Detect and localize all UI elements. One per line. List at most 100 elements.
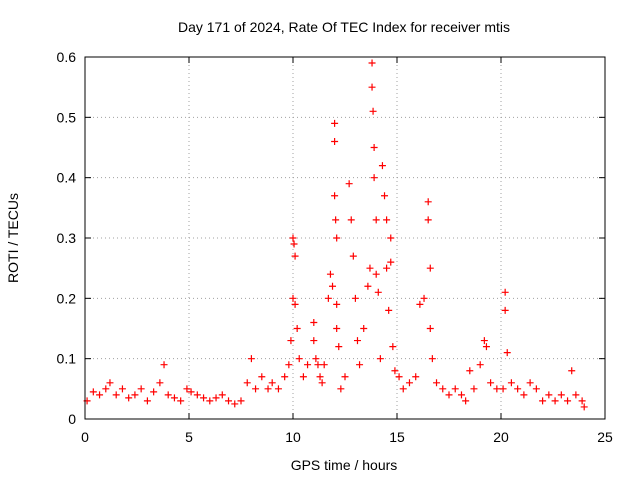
data-point — [572, 391, 580, 399]
data-point — [545, 391, 553, 399]
data-point — [466, 367, 474, 375]
data-point — [291, 300, 299, 308]
data-point — [426, 264, 434, 272]
data-point — [304, 361, 312, 369]
data-point — [426, 325, 434, 332]
data-point — [551, 397, 559, 405]
data-point — [349, 252, 357, 260]
data-point — [287, 337, 295, 345]
data-point — [331, 137, 339, 145]
data-point — [399, 385, 407, 393]
data-point — [482, 343, 490, 351]
data-point — [164, 391, 172, 399]
data-point — [335, 343, 343, 351]
data-point — [568, 367, 576, 375]
data-point — [177, 397, 185, 405]
data-point — [557, 391, 565, 399]
data-point — [299, 373, 307, 381]
data-point — [391, 367, 399, 375]
data-point — [341, 373, 349, 381]
data-point — [264, 385, 272, 393]
data-point — [333, 300, 341, 308]
data-point — [387, 258, 395, 266]
data-point — [324, 294, 332, 302]
data-point — [526, 379, 534, 387]
data-point — [520, 391, 528, 399]
data-point — [289, 234, 297, 242]
data-point — [160, 361, 168, 369]
data-point — [514, 385, 522, 393]
data-point — [564, 397, 572, 405]
data-point — [507, 379, 515, 387]
data-point — [420, 294, 428, 302]
data-point — [439, 385, 447, 393]
data-point — [289, 294, 297, 302]
data-point — [320, 361, 328, 369]
data-point — [372, 270, 380, 278]
data-point — [310, 337, 318, 345]
data-point — [480, 337, 488, 345]
data-point — [370, 144, 378, 151]
data-point — [131, 391, 139, 399]
data-point — [331, 192, 339, 200]
data-point — [381, 192, 389, 200]
data-point — [578, 397, 586, 405]
data-point — [310, 318, 318, 326]
data-point — [433, 379, 441, 387]
y-tick-label: 0.1 — [57, 351, 77, 367]
data-point — [150, 388, 158, 396]
data-point — [366, 264, 374, 272]
data-point — [258, 373, 266, 381]
y-axis-label: ROTI / TECUs — [5, 193, 21, 283]
data-point — [580, 403, 588, 411]
data-point — [102, 385, 110, 393]
data-point — [457, 391, 465, 399]
data-point — [96, 391, 104, 399]
y-tick-label: 0.2 — [57, 290, 77, 306]
data-point — [337, 385, 345, 393]
data-point — [329, 282, 337, 290]
data-point — [193, 391, 201, 399]
data-point — [206, 397, 214, 405]
data-point — [412, 373, 420, 381]
data-point — [187, 388, 195, 396]
data-point — [314, 361, 322, 369]
data-point — [247, 355, 255, 363]
data-point — [416, 300, 424, 308]
data-point — [331, 119, 339, 127]
data-point — [383, 216, 391, 224]
data-point — [274, 385, 282, 393]
data-point — [218, 391, 226, 399]
data-point — [156, 379, 164, 387]
x-tick-label: 25 — [597, 429, 613, 445]
data-point — [476, 361, 484, 369]
y-tick-label: 0 — [68, 411, 76, 427]
data-point — [374, 288, 382, 296]
data-point — [369, 107, 377, 115]
data-point — [462, 397, 470, 405]
data-point — [378, 162, 386, 170]
data-point — [143, 397, 151, 405]
data-point — [268, 379, 276, 387]
data-point — [539, 397, 547, 405]
data-point — [237, 397, 245, 405]
data-point — [125, 394, 133, 402]
chart-title: Day 171 of 2024, Rate Of TEC Index for r… — [178, 19, 510, 35]
data-point — [451, 385, 459, 393]
data-point — [316, 373, 324, 381]
data-point — [501, 306, 509, 314]
data-point — [106, 379, 114, 387]
data-point — [318, 379, 326, 387]
data-point — [112, 391, 120, 399]
data-point — [395, 373, 403, 381]
data-point — [353, 337, 361, 345]
data-point — [326, 270, 334, 278]
data-point — [368, 83, 376, 91]
x-axis-label: GPS time / hours — [291, 457, 398, 473]
data-point — [356, 361, 364, 369]
data-point — [252, 385, 260, 393]
data-point — [445, 391, 453, 399]
data-point — [118, 385, 126, 393]
data-point — [291, 252, 299, 260]
